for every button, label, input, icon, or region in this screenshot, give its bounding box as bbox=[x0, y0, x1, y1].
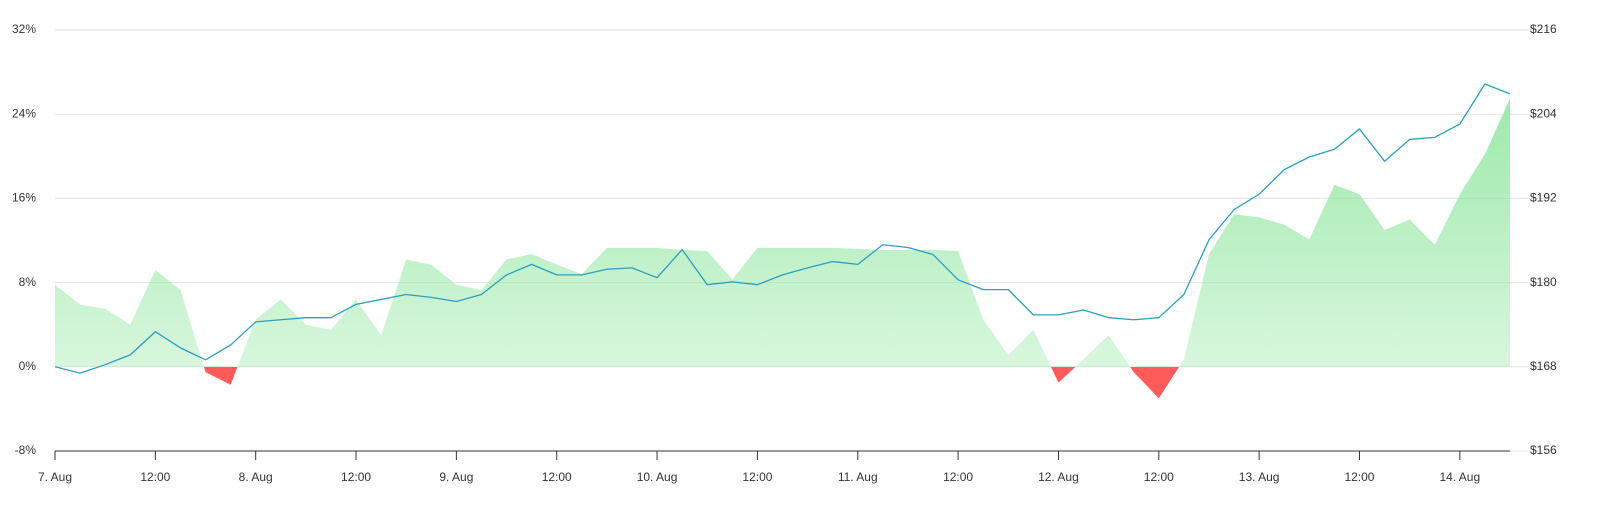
y-tick-label: 8% bbox=[19, 275, 37, 289]
y2-tick-label: $156 bbox=[1530, 443, 1557, 457]
x-tick-label: 12:00 bbox=[341, 470, 371, 484]
x-tick-label: 7. Aug bbox=[38, 470, 72, 484]
y-tick-label: 24% bbox=[12, 106, 36, 120]
y2-tick-label: $216 bbox=[1530, 22, 1557, 36]
y2-tick-label: $180 bbox=[1530, 275, 1557, 289]
x-tick-label: 12:00 bbox=[1144, 470, 1174, 484]
y-tick-label: 32% bbox=[12, 22, 36, 36]
area bbox=[55, 98, 1510, 399]
y2-tick-label: $192 bbox=[1530, 191, 1557, 205]
y-tick-label: 0% bbox=[19, 359, 37, 373]
x-tick-label: 8. Aug bbox=[239, 470, 273, 484]
x-tick-label: 12. Aug bbox=[1038, 470, 1079, 484]
y-tick-label: -8% bbox=[15, 443, 37, 457]
x-tick-label: 13. Aug bbox=[1239, 470, 1280, 484]
x-tick-label: 14. Aug bbox=[1439, 470, 1480, 484]
x-tick-label: 12:00 bbox=[742, 470, 772, 484]
price-line bbox=[54, 83, 1511, 374]
x-tick-label: 12:00 bbox=[1344, 470, 1374, 484]
x-tick-label: 12:00 bbox=[542, 470, 572, 484]
x-tick-label: 12:00 bbox=[140, 470, 170, 484]
x-tick-label: 11. Aug bbox=[838, 470, 878, 484]
x-tick-label: 12:00 bbox=[943, 470, 973, 484]
y-tick-label: 16% bbox=[12, 191, 36, 205]
x-tick-label: 10. Aug bbox=[637, 470, 678, 484]
x-tick-label: 9. Aug bbox=[439, 470, 473, 484]
y2-tick-label: $204 bbox=[1530, 106, 1557, 120]
y2-tick-label: $168 bbox=[1530, 359, 1557, 373]
